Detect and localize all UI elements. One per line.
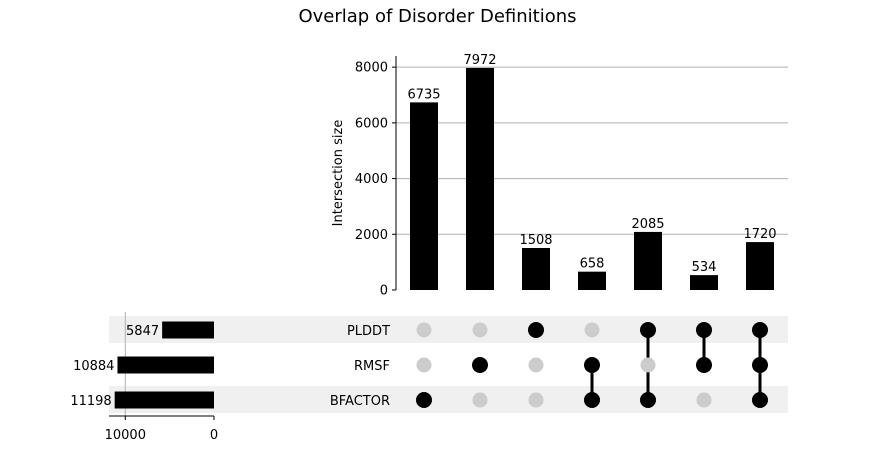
matrix-dot-empty: [472, 322, 488, 338]
bar-value-label: 1508: [519, 233, 552, 248]
matrix-dot-empty: [640, 357, 656, 373]
set-size-tick-label: 0: [210, 428, 218, 443]
intersection-bar: [634, 231, 662, 290]
matrix-dot-filled: [416, 392, 432, 408]
intersection-bar: [410, 102, 438, 290]
intersection-bar: [466, 67, 494, 291]
set-size-bar: [162, 321, 214, 339]
set-size-label: 10884: [73, 359, 114, 374]
matrix-dot-empty: [528, 392, 544, 408]
matrix-dot-filled: [528, 322, 544, 338]
chart-title: Overlap of Disorder Definitions: [298, 6, 577, 27]
bar-value-label: 6735: [407, 87, 440, 102]
matrix-dot-empty: [696, 392, 712, 408]
matrix-dot-empty: [528, 357, 544, 373]
y-tick-label: 2000: [355, 228, 388, 243]
intersection-bar: [746, 242, 774, 290]
bar-value-label: 2085: [631, 217, 664, 232]
set-name-label: PLDDT: [347, 324, 390, 339]
y-tick-label: 6000: [355, 116, 388, 131]
y-tick-label: 8000: [355, 61, 388, 76]
bar-value-label: 534: [692, 260, 717, 275]
matrix-dot-filled: [696, 357, 712, 373]
intersection-bar: [522, 247, 550, 290]
matrix-dot-filled: [584, 357, 600, 373]
intersection-bar: [578, 271, 606, 290]
matrix-dot-filled: [640, 322, 656, 338]
matrix-dot-filled: [752, 392, 768, 408]
set-size-bar: [117, 356, 214, 374]
matrix-dot-filled: [696, 322, 712, 338]
bar-value-label: 7972: [463, 53, 496, 68]
row-stripe: [109, 316, 788, 343]
matrix-dot-filled: [584, 392, 600, 408]
matrix-dot-filled: [640, 392, 656, 408]
bar-value-label: 1720: [743, 227, 776, 242]
set-name-label: BFACTOR: [330, 394, 390, 409]
set-size-label: 5847: [126, 324, 159, 339]
matrix-dot-empty: [416, 357, 432, 373]
matrix-dot-empty: [416, 322, 432, 338]
y-tick-label: 0: [380, 284, 388, 299]
row-stripe: [109, 386, 788, 413]
set-size-tick-label: 10000: [105, 428, 146, 443]
y-axis-label: Intersection size: [331, 120, 346, 227]
set-size-label: 11198: [70, 394, 111, 409]
y-tick-label: 4000: [355, 172, 388, 187]
matrix-dot-empty: [584, 322, 600, 338]
matrix-dot-filled: [752, 357, 768, 373]
set-size-bar: [114, 391, 214, 409]
matrix-dot-filled: [752, 322, 768, 338]
set-name-label: RMSF: [354, 359, 390, 374]
bar-value-label: 658: [580, 257, 605, 272]
matrix-dot-empty: [472, 392, 488, 408]
intersection-bar: [690, 275, 718, 290]
matrix-dot-filled: [472, 357, 488, 373]
